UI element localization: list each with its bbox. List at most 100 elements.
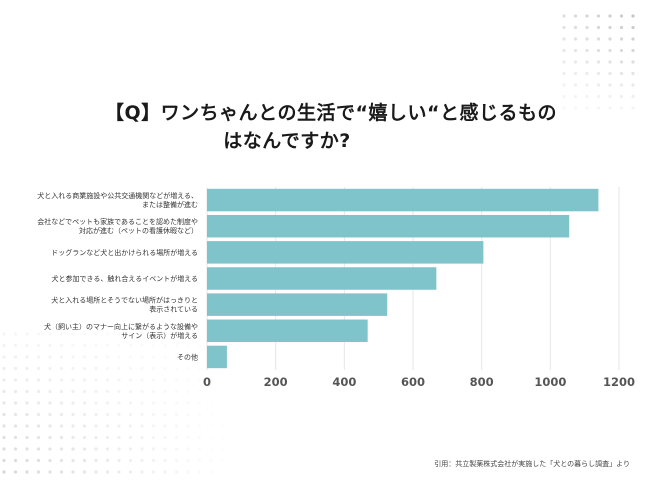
source-citation: 引用：共立製薬株式会社が実施した「犬との暮らし調査」より	[434, 460, 630, 468]
decorative-dot	[25, 458, 29, 463]
decorative-dot	[13, 378, 18, 382]
decorative-dot	[596, 106, 601, 110]
decorative-dot	[140, 343, 144, 348]
decorative-dot	[619, 60, 624, 64]
decorative-dot	[117, 366, 121, 371]
decorative-dot	[25, 412, 29, 417]
decorative-dot	[82, 389, 87, 394]
decorative-dot	[631, 14, 635, 18]
decorative-dot	[48, 458, 52, 463]
decorative-dot	[105, 343, 110, 348]
decorative-dot	[48, 366, 52, 371]
bar	[207, 188, 599, 212]
decorative-dot	[71, 366, 75, 371]
decorative-dot	[186, 343, 190, 348]
decorative-dot	[163, 424, 167, 428]
decorative-dot	[2, 343, 6, 348]
decorative-dot	[174, 470, 179, 474]
category-label: 犬と入れる場所とそうでない場所がはっきりと	[51, 296, 198, 305]
decorative-dot	[48, 470, 52, 474]
decorative-dot	[94, 343, 98, 348]
decorative-dot	[36, 424, 41, 428]
category-label: ドッグランなど犬と出かけられる場所が増える	[51, 248, 198, 257]
decorative-dot	[128, 401, 133, 405]
decorative-dot	[151, 401, 156, 405]
decorative-dot	[82, 470, 87, 474]
decorative-dot	[13, 458, 18, 463]
decorative-dot	[13, 343, 18, 348]
decorative-dot	[36, 332, 41, 336]
decorative-dot	[619, 106, 624, 110]
decorative-dot	[631, 25, 635, 30]
decorative-dot	[186, 412, 190, 417]
decorative-dot	[140, 447, 144, 451]
decorative-dot	[186, 435, 190, 440]
bar	[207, 214, 570, 238]
decorative-dot	[128, 378, 133, 382]
decorative-dot	[608, 94, 612, 99]
decorative-dot	[573, 94, 578, 99]
decorative-dot	[128, 332, 133, 336]
decorative-dot	[117, 332, 121, 336]
decorative-dot	[117, 412, 121, 417]
decorative-dot	[2, 389, 6, 394]
decorative-dot	[59, 424, 64, 428]
decorative-dot	[585, 37, 589, 41]
decorative-dot	[105, 458, 110, 463]
decorative-dot	[48, 412, 52, 417]
decorative-dot	[197, 458, 202, 463]
decorative-dot	[59, 412, 64, 417]
decorative-dot	[209, 435, 213, 440]
decorative-dot	[94, 389, 98, 394]
decorative-dot	[197, 424, 202, 428]
decorative-dot	[48, 389, 52, 394]
decorative-dot	[94, 401, 98, 405]
decorative-dot	[174, 458, 179, 463]
decorative-dot	[573, 83, 578, 87]
decorative-dot	[105, 401, 110, 405]
x-tick-label: 600	[401, 375, 425, 389]
decorative-dot	[105, 389, 110, 394]
decorative-dot	[36, 447, 41, 451]
decorative-dot	[105, 412, 110, 417]
decorative-dot	[71, 424, 75, 428]
decorative-dot	[596, 25, 601, 30]
decorative-dot	[71, 401, 75, 405]
decorative-dot	[197, 401, 202, 405]
decorative-dot	[25, 378, 29, 382]
decorative-dot	[128, 412, 133, 417]
decorative-dot	[71, 447, 75, 451]
decorative-dot	[562, 25, 566, 30]
decorative-dot	[151, 447, 156, 451]
decorative-dot	[140, 366, 144, 371]
decorative-dot	[585, 106, 589, 110]
decorative-dot	[82, 378, 87, 382]
decorative-dot	[631, 60, 635, 64]
decorative-dot	[209, 401, 213, 405]
decorative-dot	[140, 424, 144, 428]
decorative-dot	[585, 14, 589, 18]
decorative-dot	[562, 37, 566, 41]
decorative-dot	[128, 458, 133, 463]
decorative-dot	[608, 71, 612, 76]
decorative-dot	[596, 37, 601, 41]
decorative-dot	[174, 401, 179, 405]
decorative-dot	[163, 401, 167, 405]
category-label: または整備が進む	[142, 200, 198, 209]
decorative-dot	[59, 332, 64, 336]
decorative-dot	[174, 366, 179, 371]
decorative-dot	[151, 343, 156, 348]
category-label: サイン（表示）が増える	[121, 331, 198, 340]
decorative-dot	[36, 389, 41, 394]
decorative-dot	[174, 343, 179, 348]
decorative-dot	[186, 447, 190, 451]
decorative-dot	[48, 447, 52, 451]
category-label: 犬と参加できる、触れ合えるイベントが増える	[52, 274, 198, 283]
decorative-dot	[82, 366, 87, 371]
decorative-dot	[631, 71, 635, 76]
decorative-dot	[36, 470, 41, 474]
decorative-dot	[128, 355, 133, 359]
decorative-dot	[13, 447, 18, 451]
decorative-dot	[59, 435, 64, 440]
decorative-dot	[117, 378, 121, 382]
